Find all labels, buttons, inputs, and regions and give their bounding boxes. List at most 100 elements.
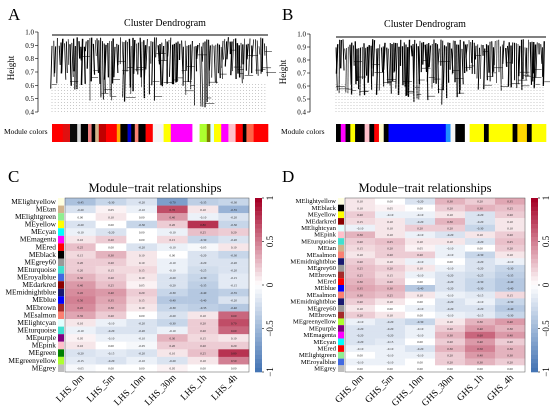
cell-value: 0.30 bbox=[447, 347, 453, 351]
module-color-segment bbox=[152, 124, 164, 142]
module-color-swatch bbox=[338, 204, 344, 212]
color-scale-step bbox=[255, 358, 262, 364]
dendrogram-branch bbox=[412, 44, 415, 102]
y-tick-label: 0.8 bbox=[297, 57, 306, 65]
heatmap-cell bbox=[218, 303, 250, 312]
color-scale-step bbox=[531, 350, 538, 355]
dendrogram-branch bbox=[71, 42, 74, 77]
cell-value: -0.40 bbox=[200, 299, 207, 303]
heatmap-cell bbox=[435, 198, 466, 205]
dendrogram-branch bbox=[263, 43, 266, 56]
cell-value: 0.25 bbox=[357, 273, 363, 277]
color-scale-step bbox=[531, 319, 538, 325]
heatmap-cell bbox=[465, 224, 496, 232]
cell-value: -0.10 bbox=[169, 329, 176, 333]
dendrogram-branch bbox=[64, 43, 67, 80]
dendrogram-branch bbox=[103, 44, 107, 80]
heatmap-cell bbox=[435, 365, 466, 373]
dendrogram-branch bbox=[221, 40, 224, 68]
heatmap-cell bbox=[435, 298, 466, 306]
heatmap-cell bbox=[345, 325, 376, 333]
module-color-swatch bbox=[338, 351, 344, 359]
heatmap-cell bbox=[95, 235, 127, 244]
dendrogram-branch bbox=[56, 38, 58, 84]
heatmap-cell bbox=[375, 218, 406, 225]
dendrogram-branch bbox=[251, 39, 254, 58]
heatmap-cell bbox=[187, 213, 219, 221]
heatmap-cell bbox=[345, 198, 376, 205]
heatmap-cell bbox=[465, 325, 496, 333]
cell-value: 0.35 bbox=[357, 287, 363, 291]
module-label: MElightgreen bbox=[299, 352, 337, 359]
panel-a-letter: A bbox=[8, 5, 21, 24]
trait-label: GHS_4h bbox=[486, 373, 517, 404]
module-color-swatch bbox=[58, 266, 64, 274]
cell-value: -0.10 bbox=[357, 360, 364, 364]
module-label: MEbrown bbox=[309, 272, 337, 279]
cell-value: 0.20 bbox=[108, 238, 114, 242]
heatmap-cell bbox=[375, 258, 406, 266]
dendrogram-branch bbox=[190, 40, 193, 80]
dendrogram-branch bbox=[386, 47, 389, 84]
heatmap-cell bbox=[435, 318, 466, 326]
heatmap-cell bbox=[95, 356, 127, 365]
cell-value: 0.10 bbox=[357, 206, 363, 210]
heatmap-cell bbox=[465, 218, 496, 225]
module-label: MEblack bbox=[29, 250, 56, 259]
color-scale-step bbox=[255, 202, 262, 207]
heatmap-cell bbox=[157, 349, 188, 358]
y-tick-label: 0.4 bbox=[297, 109, 306, 117]
heatmap-cell bbox=[495, 331, 526, 339]
dendrogram-branch bbox=[78, 41, 81, 59]
cell-value: 0.10 bbox=[447, 240, 453, 244]
heatmap-cell bbox=[157, 266, 188, 274]
cell-value: 0.00 bbox=[417, 340, 423, 344]
cell-value: -0.40 bbox=[417, 287, 424, 291]
heatmap-cell bbox=[65, 250, 96, 259]
dendrogram-branch bbox=[461, 48, 464, 85]
dendrogram-branch bbox=[217, 43, 219, 74]
dendrogram-branch bbox=[172, 43, 176, 85]
cell-value: 0.20 bbox=[477, 200, 483, 204]
heatmap-cell bbox=[95, 311, 127, 320]
heatmap-cell bbox=[375, 244, 406, 252]
cell-value: 0.20 bbox=[170, 223, 176, 227]
dendrogram-branch bbox=[370, 39, 374, 69]
module-label: MElightyellow bbox=[296, 198, 337, 205]
cell-value: 0.40 bbox=[170, 215, 176, 219]
panel-b-colorbar-label: Module colors bbox=[281, 127, 325, 136]
module-color-swatch bbox=[58, 349, 64, 357]
color-scale-step bbox=[531, 211, 538, 216]
heatmap-cell bbox=[375, 365, 406, 373]
dendrogram-branch bbox=[436, 44, 440, 94]
cell-value: 0.30 bbox=[447, 220, 453, 224]
cell-value: 0.30 bbox=[357, 280, 363, 284]
cell-value: 0.60 bbox=[231, 314, 237, 318]
cell-value: 0.40 bbox=[477, 340, 483, 344]
module-color-swatch bbox=[58, 198, 64, 206]
dendrogram-branch bbox=[65, 41, 68, 74]
cell-value: 0.15 bbox=[357, 220, 363, 224]
heatmap-cell bbox=[405, 218, 436, 225]
color-scale-step bbox=[531, 328, 538, 334]
dendrogram-branch bbox=[215, 44, 217, 84]
module-label: MEtan bbox=[318, 245, 337, 252]
cell-value: 0.20 bbox=[200, 321, 206, 325]
cell-value: -0.20 bbox=[417, 200, 424, 204]
heatmap-cell bbox=[65, 303, 96, 312]
cell-value: -0.20 bbox=[447, 280, 454, 284]
cell-value: 0.05 bbox=[78, 336, 84, 340]
trait-label: GHS_30m bbox=[420, 373, 456, 409]
module-label: MEpurple bbox=[26, 333, 57, 342]
dendrogram-branch bbox=[375, 48, 379, 95]
module-label: MEtan bbox=[36, 204, 56, 213]
heatmap-cell bbox=[218, 281, 250, 289]
y-tick-label: 1.0 bbox=[297, 31, 306, 39]
heatmap-cell bbox=[345, 338, 376, 346]
dendrogram-branch bbox=[518, 45, 521, 77]
cell-value: -0.20 bbox=[357, 340, 364, 344]
cell-value: 0.35 bbox=[108, 299, 114, 303]
heatmap-cell bbox=[65, 311, 96, 320]
y-tick-label: 0.6 bbox=[25, 82, 34, 90]
heatmap-cell bbox=[218, 334, 250, 342]
